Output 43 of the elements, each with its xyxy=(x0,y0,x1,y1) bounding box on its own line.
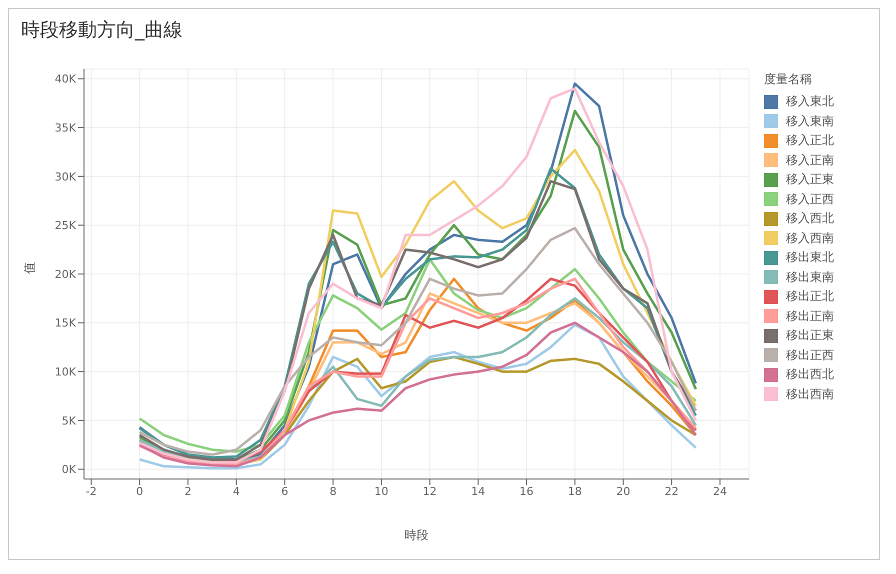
x-tick-label: 18 xyxy=(568,484,582,498)
legend-label: 移出西南 xyxy=(786,386,834,403)
y-tick-label: 5K xyxy=(62,414,77,428)
legend-label: 移入東南 xyxy=(786,112,834,130)
x-tick-label: 2 xyxy=(184,484,192,498)
legend-label: 移入正南 xyxy=(786,152,834,169)
x-tick-label: 22 xyxy=(664,484,679,498)
x-tick-label: 4 xyxy=(232,484,240,498)
legend-label: 移出正東 xyxy=(786,327,834,344)
legend-label: 移入西南 xyxy=(786,230,834,247)
legend-label: 移入正北 xyxy=(786,132,834,150)
chart-title: 時段移動方向_曲線 xyxy=(21,18,182,43)
x-tick-label: 20 xyxy=(616,484,630,498)
y-tick-label: 35K xyxy=(54,121,77,134)
legend-label: 移入東北 xyxy=(786,93,834,110)
x-tick-label: 24 xyxy=(712,484,727,498)
y-tick-label: 10K xyxy=(54,366,77,379)
x-tick-label: 0 xyxy=(136,484,144,498)
y-tick-label: 25K xyxy=(54,219,77,232)
x-tick-label: 8 xyxy=(330,484,337,498)
legend-title: 度量名稱 xyxy=(764,71,813,88)
x-tick-label: 16 xyxy=(520,484,534,498)
x-axis-title: 時段 xyxy=(404,528,428,542)
x-tick-label: 10 xyxy=(374,484,388,498)
legend-label: 移出正南 xyxy=(786,308,834,325)
legend-label: 移出正北 xyxy=(786,288,834,306)
x-tick-label: 12 xyxy=(422,484,437,498)
legend-label: 移出東南 xyxy=(786,268,834,286)
y-tick-label: 15K xyxy=(54,316,77,330)
y-tick-label: 0K xyxy=(62,463,77,476)
x-tick-label: 6 xyxy=(281,484,288,498)
x-tick-label: 14 xyxy=(471,484,486,498)
legend-label: 移出東北 xyxy=(786,249,834,266)
y-tick-label: 30K xyxy=(54,170,77,184)
y-tick-label: 20K xyxy=(54,268,77,281)
legend-label: 移出西北 xyxy=(786,366,834,384)
y-tick-label: 40K xyxy=(54,72,77,86)
legend-label: 移入正東 xyxy=(786,171,834,188)
legend-label: 移出正西 xyxy=(786,346,834,364)
legend-label: 移入西北 xyxy=(786,210,834,228)
legend-label: 移入正西 xyxy=(786,190,834,208)
y-axis-title: 值 xyxy=(22,262,36,274)
x-tick-label: -2 xyxy=(86,484,97,498)
